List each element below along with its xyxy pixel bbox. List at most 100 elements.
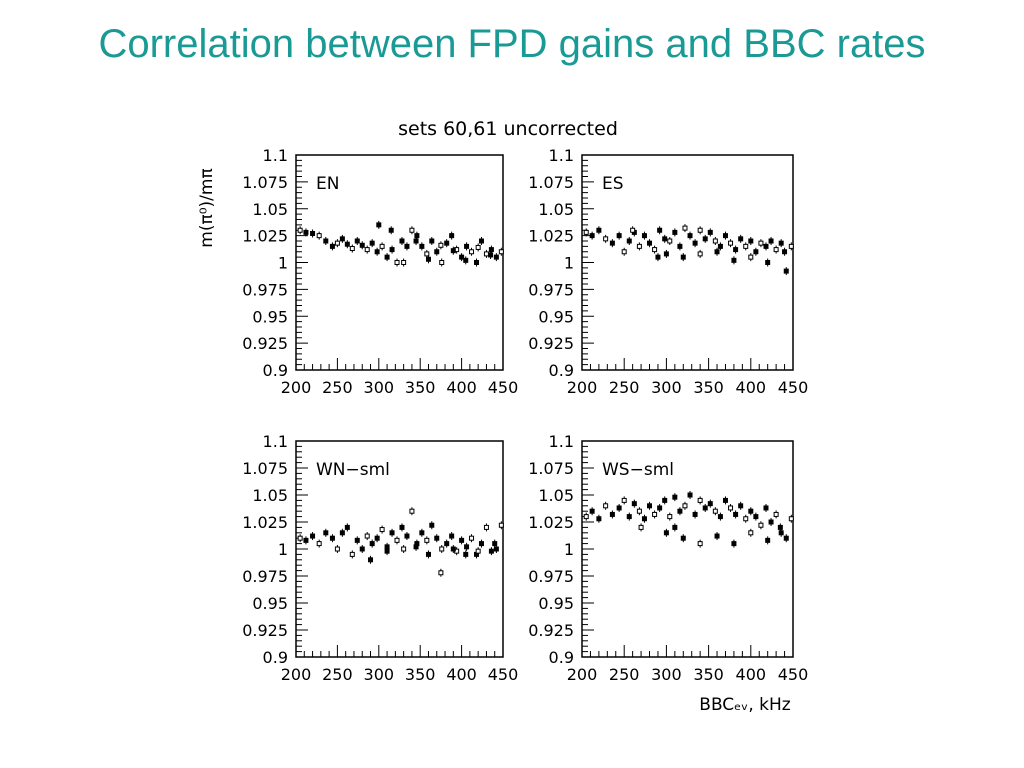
point-marker — [758, 522, 764, 528]
point-marker — [788, 243, 794, 249]
point-marker — [401, 260, 407, 265]
point-marker — [714, 249, 720, 255]
data-point — [404, 532, 410, 541]
point-marker — [589, 508, 595, 514]
point-marker — [682, 225, 688, 231]
point-marker — [438, 570, 444, 576]
point-marker — [763, 505, 769, 511]
y-tick-label: 0.9 — [263, 648, 288, 667]
data-point — [429, 521, 435, 530]
point-marker — [439, 260, 445, 265]
data-point — [707, 499, 713, 508]
point-marker — [722, 497, 728, 503]
point-marker — [369, 541, 375, 547]
data-point — [647, 501, 653, 510]
point-marker — [603, 236, 609, 242]
data-point — [379, 525, 385, 534]
point-marker — [609, 240, 615, 246]
data-point — [680, 253, 686, 262]
point-marker — [449, 533, 455, 539]
data-point — [697, 249, 703, 258]
point-marker — [425, 551, 431, 557]
point-marker — [753, 249, 759, 255]
y-tick-label: 0.95 — [538, 307, 574, 326]
data-point — [712, 237, 718, 245]
point-marker — [677, 243, 683, 249]
point-marker — [743, 243, 749, 249]
y-tick-label: 1.075 — [242, 173, 288, 192]
y-tick-label: 1.1 — [549, 432, 574, 451]
data-point — [743, 514, 749, 523]
point-marker — [316, 541, 322, 547]
point-marker — [697, 541, 703, 547]
point-marker — [424, 251, 430, 257]
data-point — [636, 242, 642, 251]
point-marker — [493, 546, 499, 552]
data-point — [329, 242, 335, 251]
x-tick-label: 350 — [405, 378, 436, 397]
data-point — [316, 539, 322, 548]
point-marker — [731, 257, 737, 263]
data-point — [323, 528, 329, 537]
data-point — [316, 231, 322, 240]
data-point — [773, 245, 779, 254]
point-marker — [748, 238, 754, 244]
point-marker — [354, 238, 360, 244]
point-marker — [389, 247, 395, 253]
point-marker — [778, 240, 784, 246]
point-marker — [450, 546, 456, 552]
data-point — [439, 545, 445, 553]
data-point — [488, 250, 494, 259]
data-point — [364, 245, 370, 254]
data-point — [657, 226, 663, 235]
point-marker — [374, 249, 380, 255]
data-point — [344, 240, 350, 249]
point-marker — [596, 227, 602, 233]
point-marker — [424, 537, 430, 543]
point-marker — [414, 233, 420, 239]
data-point — [478, 539, 484, 548]
data-point — [641, 514, 647, 523]
point-marker — [583, 514, 589, 520]
data-point — [768, 518, 774, 526]
point-marker — [687, 492, 693, 498]
point-marker — [788, 516, 794, 522]
data-point — [783, 534, 789, 543]
data-point — [334, 239, 340, 248]
point-marker — [459, 537, 465, 543]
data-point — [655, 253, 661, 262]
point-marker — [778, 530, 784, 536]
data-point — [748, 237, 754, 245]
x-tick-label: 400 — [736, 378, 767, 397]
point-marker — [680, 254, 686, 260]
data-point — [434, 247, 440, 256]
point-marker — [475, 244, 481, 250]
data-point — [425, 550, 431, 559]
x-tick-label: 450 — [488, 665, 519, 684]
data-point — [414, 231, 420, 240]
data-point — [728, 239, 734, 248]
data-point — [697, 496, 703, 505]
point-marker — [297, 535, 303, 541]
point-marker — [697, 497, 703, 503]
point-marker — [753, 514, 759, 520]
data-point — [384, 547, 390, 556]
data-point — [722, 496, 728, 505]
y-tick-label: 1.05 — [252, 486, 288, 505]
point-marker — [717, 243, 723, 249]
data-point — [662, 234, 668, 243]
data-point — [409, 507, 415, 516]
point-marker — [316, 233, 322, 239]
data-point — [498, 521, 504, 530]
data-point — [323, 237, 329, 245]
x-tick-label: 400 — [446, 378, 477, 397]
figure-title: sets 60,61 uncorrected — [398, 118, 618, 140]
x-tick-label: 300 — [651, 378, 682, 397]
y-tick-label: 1.05 — [538, 486, 574, 505]
data-point — [638, 523, 644, 532]
point-marker — [652, 511, 658, 517]
point-marker — [662, 497, 668, 503]
point-marker — [419, 243, 425, 249]
data-point — [647, 239, 653, 248]
